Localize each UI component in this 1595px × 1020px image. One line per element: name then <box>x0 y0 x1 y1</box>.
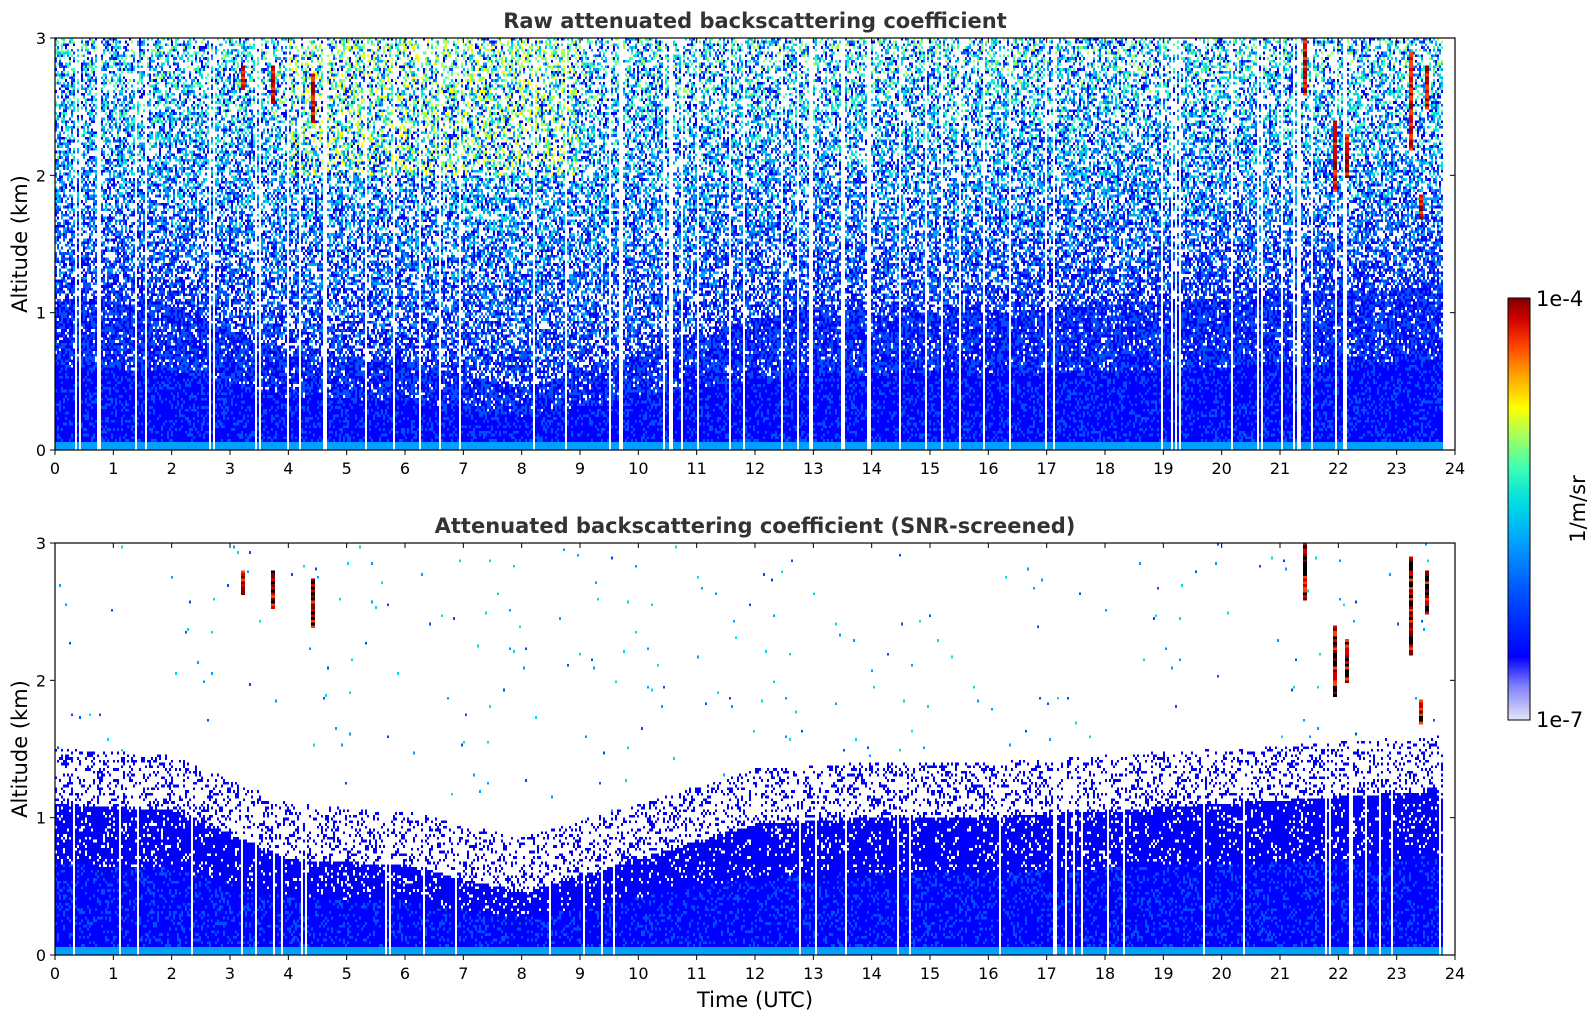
colorbar-max-label: 1e-4 <box>1536 287 1583 311</box>
colorbar: 1e-4 1e-7 1/m/sr <box>1507 287 1590 732</box>
x-tick-label: 19 <box>1153 964 1173 983</box>
x-tick-label: 6 <box>400 459 410 478</box>
x-ticks: 0 1 2 3 4 5 6 7 8 9 10 11 12 13 14 15 16 17 18 19 20 21 22 23 24 <box>50 543 1465 983</box>
x-tick-label: 24 <box>1445 459 1465 478</box>
x-tick-label: 22 <box>1328 964 1348 983</box>
x-tick-label: 10 <box>628 964 648 983</box>
x-tick-label: 0 <box>50 964 60 983</box>
x-tick-label: 12 <box>745 459 765 478</box>
x-tick-label: 24 <box>1445 964 1465 983</box>
panel-title: Raw attenuated backscattering coefficien… <box>503 9 1007 33</box>
x-tick-label: 12 <box>745 964 765 983</box>
x-tick-label: 9 <box>575 459 585 478</box>
x-tick-label: 10 <box>628 459 648 478</box>
screened-backscatter-panel: Attenuated backscattering coefficient (S… <box>8 514 1465 1012</box>
raw-backscatter-panel: Raw attenuated backscattering coefficien… <box>8 9 1465 478</box>
x-tick-label: 8 <box>517 459 527 478</box>
heatmap-cells <box>55 38 1455 450</box>
heatmap-area <box>55 38 1455 450</box>
x-tick-label: 0 <box>50 459 60 478</box>
x-tick-label: 21 <box>1270 964 1290 983</box>
x-tick-label: 21 <box>1270 459 1290 478</box>
x-tick-label: 15 <box>920 459 940 478</box>
x-tick-label: 18 <box>1095 964 1115 983</box>
x-tick-label: 7 <box>458 964 468 983</box>
x-tick-label: 23 <box>1386 459 1406 478</box>
y-ticks: 0 1 2 3 <box>36 534 1455 965</box>
y-tick-label: 3 <box>36 29 46 48</box>
x-tick-label: 7 <box>458 459 468 478</box>
x-tick-label: 17 <box>1036 964 1056 983</box>
x-tick-label: 9 <box>575 964 585 983</box>
x-tick-label: 16 <box>978 964 998 983</box>
y-axis-label: Altitude (km) <box>8 680 32 818</box>
x-tick-label: 20 <box>1211 964 1231 983</box>
y-tick-label: 2 <box>36 671 46 690</box>
y-tick-label: 1 <box>36 809 46 828</box>
x-tick-label: 11 <box>686 459 706 478</box>
x-tick-label: 14 <box>861 964 881 983</box>
x-tick-label: 2 <box>167 964 177 983</box>
x-tick-label: 18 <box>1095 459 1115 478</box>
x-tick-label: 5 <box>342 964 352 983</box>
x-tick-label: 5 <box>342 459 352 478</box>
x-tick-label: 11 <box>686 964 706 983</box>
colorbar-unit-label: 1/m/sr <box>1566 475 1590 543</box>
x-tick-label: 19 <box>1153 459 1173 478</box>
x-tick-label: 8 <box>517 964 527 983</box>
x-tick-label: 20 <box>1211 459 1231 478</box>
x-tick-label: 2 <box>167 459 177 478</box>
x-tick-label: 13 <box>803 459 823 478</box>
x-tick-label: 16 <box>978 459 998 478</box>
y-tick-label: 0 <box>36 441 46 460</box>
x-tick-label: 15 <box>920 964 940 983</box>
x-tick-label: 13 <box>803 964 823 983</box>
x-tick-label: 17 <box>1036 459 1056 478</box>
heatmap-cells <box>55 543 1455 955</box>
colorbar-gradient <box>1507 297 1531 721</box>
x-tick-label: 6 <box>400 964 410 983</box>
x-tick-label: 3 <box>225 964 235 983</box>
x-tick-label: 4 <box>283 964 293 983</box>
y-ticks: 0 1 2 3 <box>36 29 1455 460</box>
panel-title: Attenuated backscattering coefficient (S… <box>435 514 1076 538</box>
y-axis-label: Altitude (km) <box>8 175 32 313</box>
colorbar-min-label: 1e-7 <box>1536 708 1583 732</box>
x-ticks: 0 1 2 3 4 5 6 7 8 9 10 11 12 13 14 15 16 17 18 19 20 21 22 23 24 <box>50 38 1465 478</box>
x-tick-label: 23 <box>1386 964 1406 983</box>
x-axis-label: Time (UTC) <box>696 988 813 1012</box>
x-tick-label: 4 <box>283 459 293 478</box>
y-tick-label: 2 <box>36 166 46 185</box>
x-tick-label: 1 <box>108 964 118 983</box>
x-tick-label: 1 <box>108 459 118 478</box>
heatmap-area <box>55 543 1455 955</box>
y-tick-label: 0 <box>36 946 46 965</box>
x-tick-label: 14 <box>861 459 881 478</box>
y-tick-label: 3 <box>36 534 46 553</box>
x-tick-label: 22 <box>1328 459 1348 478</box>
y-tick-label: 1 <box>36 304 46 323</box>
x-tick-label: 3 <box>225 459 235 478</box>
